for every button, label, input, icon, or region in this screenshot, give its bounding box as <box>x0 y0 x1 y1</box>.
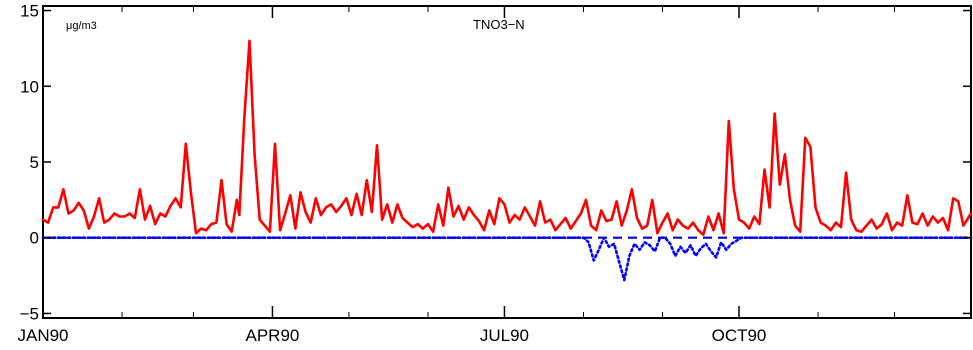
x-tick-label: APR90 <box>246 326 300 345</box>
x-tick-label: JUL90 <box>480 326 529 345</box>
chart-title: TNO3−N <box>473 17 525 32</box>
y-tick-label: 0 <box>30 229 39 248</box>
x-tick-label: JAN90 <box>17 326 68 345</box>
x-tick-label: OCT90 <box>712 326 767 345</box>
units-label: μg/m3 <box>66 20 97 32</box>
series-line-dotted <box>41 236 973 282</box>
y-tick-label: 15 <box>20 2 39 21</box>
series-line-solid <box>41 39 973 236</box>
axis-layer: −5 0 5 10 15 JAN90 APR90 JUL90 OCT90 <box>17 2 971 345</box>
y-tick-label: −5 <box>20 304 39 323</box>
series-layer <box>41 39 973 282</box>
plot-frame <box>42 5 972 319</box>
y-tick-label: 10 <box>20 77 39 96</box>
y-tick-label: 5 <box>30 153 39 172</box>
